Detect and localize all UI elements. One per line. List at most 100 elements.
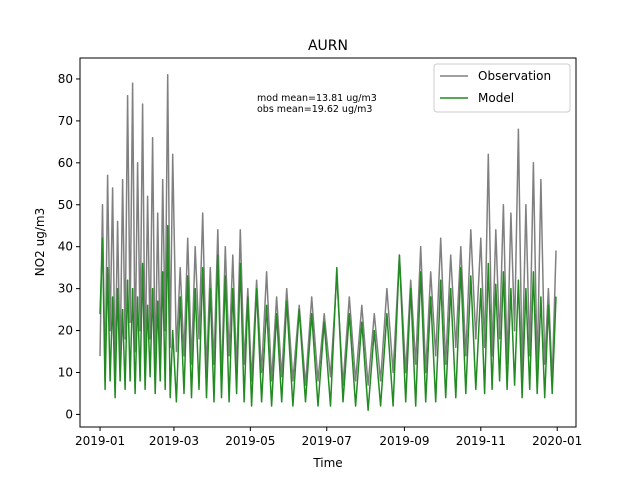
data-point-observation-56 bbox=[281, 376, 283, 378]
data-point-model-75 bbox=[398, 254, 400, 256]
data-point-observation-54 bbox=[271, 380, 273, 382]
data-point-observation-4 bbox=[109, 330, 111, 332]
y-tick-label-1: 10 bbox=[58, 365, 73, 379]
data-point-observation-29 bbox=[172, 153, 174, 155]
data-point-model-44 bbox=[228, 401, 230, 403]
data-point-observation-63 bbox=[323, 313, 325, 315]
data-point-model-84 bbox=[445, 397, 447, 399]
data-point-model-101 bbox=[517, 279, 520, 281]
data-point-model-53 bbox=[266, 304, 268, 306]
data-point-model-40 bbox=[213, 401, 215, 403]
x-tick-label-6: 2020-01 bbox=[532, 434, 582, 448]
data-point-model-77 bbox=[410, 288, 412, 290]
data-point-observation-111 bbox=[555, 250, 557, 252]
data-point-observation-49 bbox=[247, 288, 249, 290]
legend-label-observation: Observation bbox=[478, 69, 551, 83]
data-point-observation-79 bbox=[420, 246, 422, 248]
data-point-observation-77 bbox=[410, 279, 412, 281]
data-point-observation-10 bbox=[124, 338, 126, 340]
data-point-observation-52 bbox=[261, 371, 263, 374]
data-point-model-13 bbox=[132, 288, 134, 290]
data-point-model-45 bbox=[232, 288, 234, 290]
data-point-model-87 bbox=[460, 267, 462, 269]
y-tick-label-8: 80 bbox=[58, 72, 73, 86]
data-point-observation-96 bbox=[499, 338, 501, 340]
data-point-observation-44 bbox=[228, 355, 230, 357]
y-tick-label-6: 60 bbox=[58, 156, 73, 170]
x-axis-title: Time bbox=[312, 456, 342, 470]
y-tick-label-2: 20 bbox=[58, 324, 73, 338]
data-point-observation-37 bbox=[202, 212, 204, 214]
data-point-observation-70 bbox=[367, 384, 369, 386]
data-point-model-34 bbox=[190, 397, 193, 399]
data-point-observation-60 bbox=[304, 384, 307, 386]
x-tick-label-5: 2019-11 bbox=[456, 434, 506, 448]
x-axis: 2019-01 2019-03 2019-05 2019-07 2019-09 2019-… bbox=[75, 427, 582, 448]
data-point-model-61 bbox=[311, 313, 313, 315]
data-point-model-72 bbox=[380, 405, 382, 407]
data-point-model-27 bbox=[167, 225, 169, 227]
data-point-observation-30 bbox=[175, 350, 177, 353]
data-point-observation-47 bbox=[239, 229, 241, 231]
data-point-model-57 bbox=[286, 300, 288, 302]
data-point-model-41 bbox=[217, 254, 219, 256]
data-point-model-73 bbox=[386, 313, 388, 315]
data-point-model-83 bbox=[440, 279, 442, 281]
data-point-observation-12 bbox=[129, 321, 131, 323]
data-point-observation-78 bbox=[415, 363, 417, 365]
data-point-observation-13 bbox=[132, 82, 134, 84]
legend: Observation Model bbox=[433, 63, 571, 113]
data-point-model-100 bbox=[514, 384, 516, 386]
data-point-model-78 bbox=[415, 405, 417, 407]
data-point-model-89 bbox=[470, 275, 472, 277]
data-point-model-67 bbox=[348, 313, 350, 315]
y-tick-label-3: 30 bbox=[58, 282, 73, 296]
data-point-model-32 bbox=[183, 392, 185, 395]
data-point-model-56 bbox=[281, 401, 283, 403]
data-point-observation-68 bbox=[355, 380, 357, 382]
data-point-model-69 bbox=[361, 321, 363, 323]
data-point-model-81 bbox=[430, 296, 432, 298]
data-point-model-95 bbox=[495, 283, 497, 285]
data-point-observation-25 bbox=[162, 179, 164, 181]
data-point-observation-108 bbox=[544, 363, 546, 365]
data-point-observation-71 bbox=[373, 313, 375, 315]
data-point-model-90 bbox=[475, 388, 477, 390]
data-point-model-98 bbox=[506, 388, 508, 390]
data-point-observation-64 bbox=[329, 376, 332, 378]
data-point-observation-59 bbox=[298, 304, 300, 306]
data-point-model-18 bbox=[144, 388, 146, 390]
annotation-obs-mean: obs mean=19.62 ug/m3 bbox=[257, 104, 372, 115]
data-point-observation-62 bbox=[317, 380, 319, 382]
data-point-observation-99 bbox=[510, 212, 512, 214]
data-point-model-20 bbox=[149, 376, 151, 378]
data-point-model-51 bbox=[256, 288, 258, 290]
data-point-model-65 bbox=[336, 267, 338, 269]
data-point-model-108 bbox=[544, 397, 546, 399]
data-point-model-31 bbox=[179, 296, 181, 298]
data-point-model-33 bbox=[187, 275, 189, 277]
data-point-model-62 bbox=[317, 405, 319, 407]
data-point-model-29 bbox=[172, 330, 174, 332]
data-point-observation-88 bbox=[465, 355, 467, 357]
data-point-model-15 bbox=[137, 296, 139, 298]
data-point-observation-84 bbox=[445, 363, 447, 365]
series-layer bbox=[99, 74, 557, 411]
data-point-observation-76 bbox=[405, 371, 407, 374]
legend-label-model: Model bbox=[478, 91, 514, 105]
x-tick-label-2: 2019-05 bbox=[225, 434, 275, 448]
data-point-model-82 bbox=[435, 401, 437, 403]
data-point-model-79 bbox=[420, 271, 422, 273]
data-point-model-105 bbox=[532, 271, 535, 273]
data-point-observation-72 bbox=[380, 380, 382, 382]
data-point-model-80 bbox=[425, 401, 427, 403]
data-point-model-0 bbox=[99, 313, 101, 315]
y-tick-label-0: 0 bbox=[65, 407, 73, 421]
data-point-model-28 bbox=[169, 397, 171, 399]
data-point-observation-27 bbox=[167, 74, 169, 76]
data-point-observation-107 bbox=[540, 179, 542, 181]
data-point-model-63 bbox=[323, 321, 325, 323]
data-point-model-93 bbox=[487, 262, 489, 265]
data-point-observation-80 bbox=[425, 371, 427, 374]
data-point-observation-39 bbox=[209, 267, 211, 269]
